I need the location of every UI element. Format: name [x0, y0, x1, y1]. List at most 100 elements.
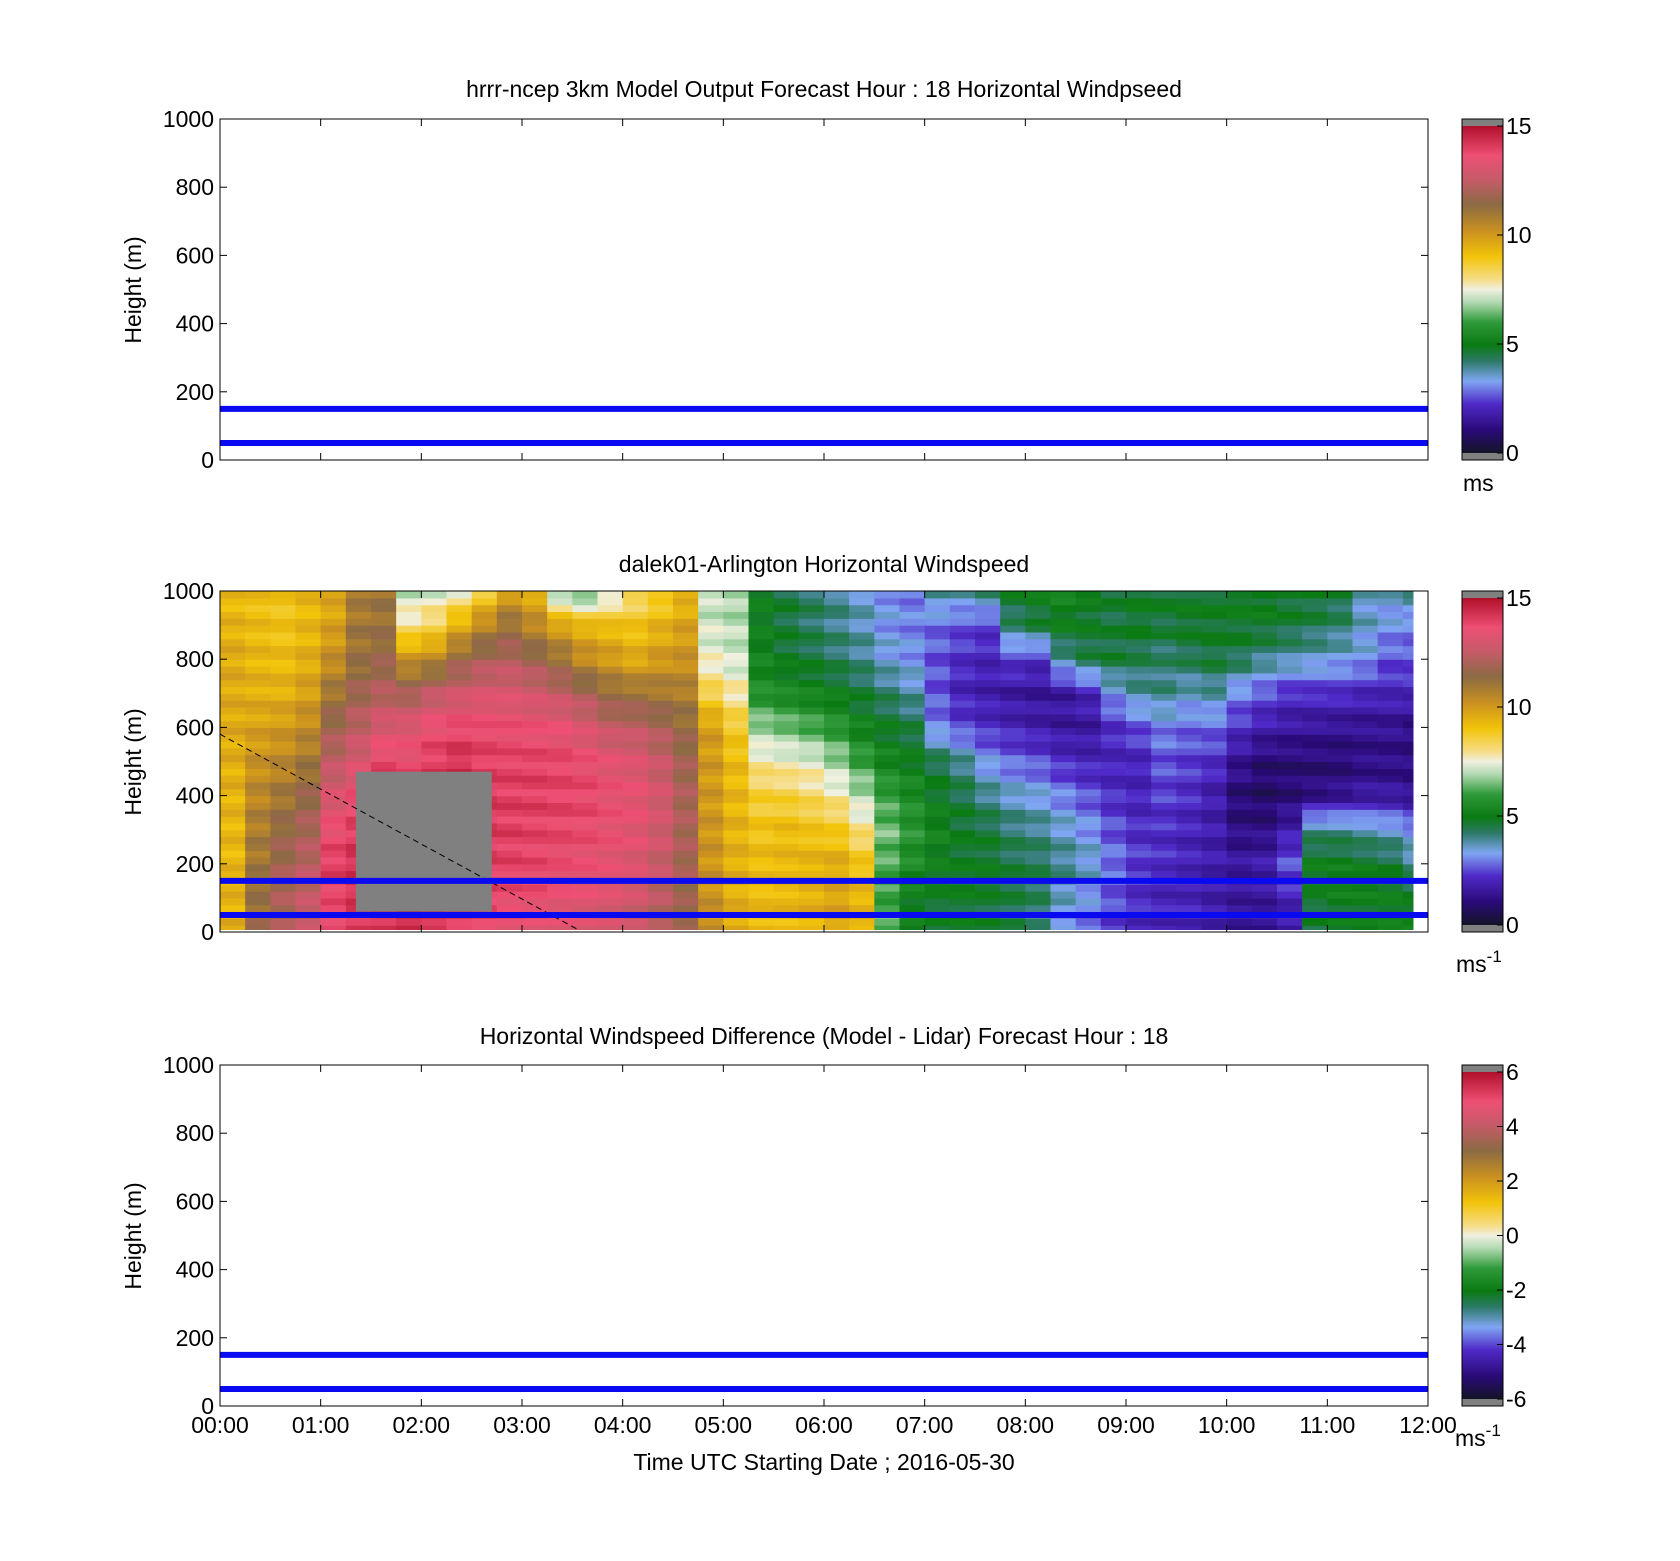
- panel-2-cell: [647, 788, 674, 797]
- panel-2-cell: [1025, 720, 1052, 728]
- panel-2-cell: [1025, 829, 1052, 838]
- panel-2-cell: [1402, 591, 1414, 599]
- panel-2-cell: [1050, 591, 1077, 599]
- panel-2-cell: [1352, 713, 1379, 722]
- panel-2-cell: [798, 870, 825, 879]
- panel-2-cell: [975, 795, 1001, 804]
- panel-2-cell: [320, 686, 347, 694]
- panel-2-cell: [1151, 925, 1177, 930]
- panel-2-cell: [496, 897, 523, 906]
- panel-2-cell: [1302, 631, 1328, 640]
- panel-3-ylabel: Height (m): [120, 1182, 146, 1289]
- panel-2-cell: [874, 741, 901, 749]
- panel-2-cell: [220, 870, 246, 879]
- panel-2-cell: [773, 679, 800, 688]
- panel-2-cell: [1402, 891, 1414, 899]
- panel-2-cell: [1402, 904, 1414, 913]
- panel-2-cell: [245, 781, 271, 790]
- panel-2-cell: [572, 829, 599, 838]
- panel-2-cell: [698, 693, 724, 701]
- panel-2-cell: [270, 775, 297, 783]
- panel-2-cell: [748, 884, 775, 892]
- panel-2-cell: [597, 604, 624, 613]
- panel-2-cell: [1075, 918, 1102, 926]
- panel-2-cell: [421, 604, 448, 613]
- panel-2-cell: [949, 822, 976, 831]
- panel-3-ytick-label: 200: [176, 1325, 214, 1351]
- panel-2-cell: [849, 625, 875, 633]
- panel-2-cell: [1377, 822, 1404, 831]
- panel-2-cell: [874, 693, 901, 701]
- panel-2-cell: [949, 591, 976, 599]
- panel-2-cell: [1050, 611, 1077, 619]
- panel-2-cell: [1352, 666, 1379, 674]
- panel-2-cell: [1151, 747, 1177, 756]
- panel-2-cell: [647, 822, 674, 831]
- panel-2-cell: [547, 802, 573, 810]
- panel-2-cell: [949, 816, 976, 824]
- panel-2-cell: [1377, 843, 1404, 851]
- panel-2-cell: [270, 836, 297, 844]
- panel-2-cell: [1251, 829, 1278, 838]
- panel-2-cell: [1201, 672, 1228, 681]
- panel-2-cell: [773, 672, 800, 681]
- panel-2-cell: [874, 672, 901, 681]
- panel-2-cell: [320, 781, 347, 790]
- panel-2-cell: [1402, 741, 1414, 749]
- panel-2-cell: [698, 904, 724, 913]
- panel-2-cell: [1402, 693, 1414, 701]
- panel-2-cell: [975, 631, 1001, 640]
- panel-2-cell: [270, 686, 297, 694]
- panel-2-cell: [597, 891, 624, 899]
- panel-2-cell: [673, 816, 699, 824]
- panel-2-cell: [1402, 625, 1414, 633]
- panel-2-cell: [949, 652, 976, 660]
- panel-2-cell: [522, 611, 548, 619]
- panel-2-cell: [1201, 693, 1228, 701]
- panel-2-cell: [522, 706, 548, 715]
- panel-2-cell: [1100, 591, 1127, 599]
- panel-2-cell: [748, 693, 775, 701]
- panel-2-cell: [874, 918, 901, 926]
- panel-2-cell: [924, 672, 951, 681]
- panel-2-cell: [320, 720, 347, 728]
- panel-2-cell: [1201, 597, 1228, 606]
- panel-2-cell: [924, 850, 951, 858]
- panel-2-cell: [270, 645, 297, 653]
- panel-2-cell: [1000, 850, 1026, 858]
- panel-2-cell: [1025, 884, 1052, 892]
- panel-2-cell: [647, 666, 674, 674]
- panel-2-cell: [1201, 611, 1228, 619]
- panel-2-cell: [723, 761, 750, 769]
- panel-2-cell: [1126, 611, 1152, 619]
- panel-2-cell: [748, 795, 775, 804]
- panel-2-cell: [899, 631, 926, 640]
- panel-2-cell: [949, 618, 976, 626]
- panel-2-colorbar-tick-label: 10: [1506, 694, 1532, 720]
- panel-2-cell: [270, 761, 297, 769]
- panel-3-colorbar-ramp: [1462, 1072, 1503, 1399]
- panel-2-cell: [1100, 604, 1127, 613]
- panel-2-cell: [295, 816, 322, 824]
- panel-2-cell: [723, 816, 750, 824]
- panel-2-cell: [446, 625, 473, 633]
- panel-2-cell: [975, 761, 1001, 769]
- panel-2-cell: [1201, 850, 1228, 858]
- panel-2-cell: [698, 863, 724, 872]
- panel-2-cell: [1000, 747, 1026, 756]
- panel-2-cell: [496, 645, 523, 653]
- panel-2-cell: [899, 754, 926, 763]
- panel-2-cell: [849, 645, 875, 653]
- panel-2-cell: [496, 652, 523, 660]
- panel-3-colorbar-tick-label: 2: [1506, 1168, 1519, 1194]
- panel-2-cell: [572, 788, 599, 797]
- panel-2-cell: [1100, 618, 1127, 626]
- panel-2-cell: [1151, 666, 1177, 674]
- panel-2-cell: [673, 591, 699, 599]
- panel-2-cell: [949, 809, 976, 817]
- panel-2-cell: [949, 672, 976, 681]
- panel-2-cell: [597, 693, 624, 701]
- panel-2-cell: [1201, 781, 1228, 790]
- panel-2-cell: [1126, 741, 1152, 749]
- panel-2-cell: [1050, 693, 1077, 701]
